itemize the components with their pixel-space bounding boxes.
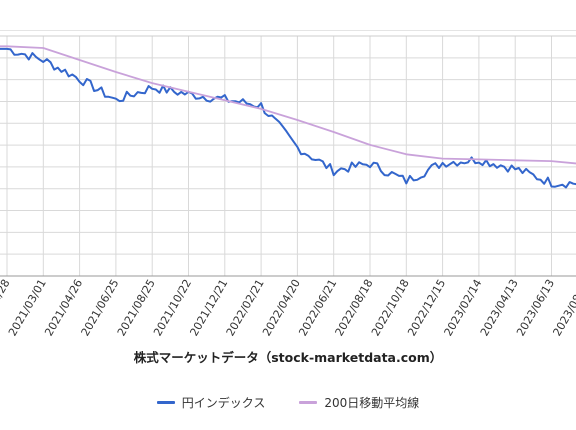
- legend-swatch-yen-index: [156, 400, 175, 404]
- x-axis-label: 株式マーケットデータ（stock-marketdata.com）: [134, 350, 443, 365]
- legend-label-yen-index: 円インデックス: [181, 395, 266, 410]
- x-tick-labels: 2020/12/282021/03/012021/04/262021/06/25…: [0, 277, 576, 338]
- top-bar: [0, 0, 576, 31]
- x-tick-label: 2021/10/22: [151, 277, 194, 338]
- x-tick-label: 2023/02/14: [442, 277, 485, 338]
- legend-item-moving-average[interactable]: 200日移動平均線: [299, 394, 419, 411]
- legend-item-yen-index[interactable]: 円インデックス: [156, 394, 266, 411]
- x-tick-label: 2022/02/21: [224, 277, 267, 338]
- line-chart: 2020/12/282021/03/012021/04/262021/06/25…: [0, 35, 576, 365]
- x-tick-label: 2022/04/20: [260, 277, 303, 338]
- legend-label-moving-average: 200日移動平均線: [324, 395, 420, 410]
- x-tick-label: 2022/10/18: [369, 277, 412, 338]
- grid-lines: [0, 35, 576, 277]
- x-tick-label: 2022/08/18: [333, 277, 376, 338]
- series-lines: [0, 45, 576, 198]
- x-tick-label: 2021/04/26: [42, 277, 85, 338]
- x-tick-label: 2021/12/21: [187, 277, 230, 338]
- x-tick-label: 2022/12/15: [405, 277, 448, 338]
- x-tick-label: 2022/06/21: [296, 277, 339, 338]
- legend-swatch-moving-average: [299, 400, 318, 404]
- x-tick-label: 2021/08/25: [115, 277, 158, 338]
- legend: 円インデックス 200日移動平均線: [0, 390, 576, 414]
- x-tick-label: 2021/03/01: [6, 277, 49, 338]
- x-tick-label: 2021/06/25: [79, 277, 122, 338]
- series-line-yen-index: [0, 47, 576, 194]
- x-tick-label: 2023/04/13: [478, 277, 521, 338]
- series-line-moving-average: [0, 45, 576, 198]
- x-tick-label: 2023/06/13: [514, 277, 557, 338]
